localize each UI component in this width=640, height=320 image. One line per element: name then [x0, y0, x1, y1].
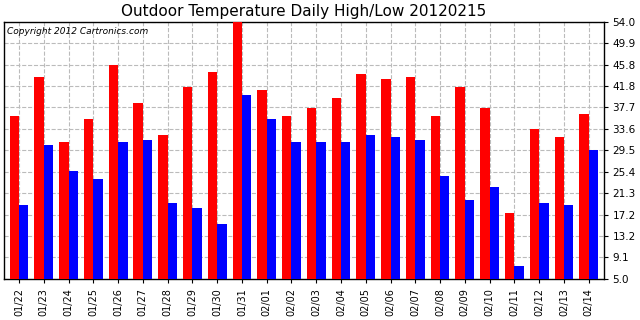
Bar [242, 95, 252, 279]
Bar [341, 142, 351, 279]
Bar [316, 142, 326, 279]
Bar [440, 177, 449, 279]
Bar [282, 116, 291, 279]
Bar [480, 108, 490, 279]
Bar [564, 205, 573, 279]
Bar [381, 79, 390, 279]
Bar [158, 134, 168, 279]
Bar [208, 72, 217, 279]
Bar [118, 142, 127, 279]
Bar [515, 266, 524, 279]
Bar [35, 77, 44, 279]
Bar [134, 103, 143, 279]
Bar [109, 65, 118, 279]
Bar [232, 22, 242, 279]
Bar [390, 137, 400, 279]
Bar [456, 87, 465, 279]
Bar [589, 150, 598, 279]
Bar [257, 90, 267, 279]
Bar [356, 74, 366, 279]
Bar [307, 108, 316, 279]
Bar [366, 134, 375, 279]
Bar [93, 179, 103, 279]
Bar [168, 203, 177, 279]
Bar [183, 87, 193, 279]
Bar [415, 140, 425, 279]
Bar [332, 98, 341, 279]
Bar [431, 116, 440, 279]
Bar [554, 137, 564, 279]
Bar [143, 140, 152, 279]
Bar [68, 171, 78, 279]
Bar [539, 203, 548, 279]
Text: Copyright 2012 Cartronics.com: Copyright 2012 Cartronics.com [7, 27, 148, 36]
Title: Outdoor Temperature Daily High/Low 20120215: Outdoor Temperature Daily High/Low 20120… [121, 4, 486, 19]
Bar [267, 119, 276, 279]
Bar [59, 142, 68, 279]
Bar [505, 213, 515, 279]
Bar [465, 200, 474, 279]
Bar [490, 187, 499, 279]
Bar [10, 116, 19, 279]
Bar [193, 208, 202, 279]
Bar [19, 205, 28, 279]
Bar [44, 145, 53, 279]
Bar [406, 77, 415, 279]
Bar [579, 114, 589, 279]
Bar [84, 119, 93, 279]
Bar [530, 129, 539, 279]
Bar [291, 142, 301, 279]
Bar [217, 224, 227, 279]
